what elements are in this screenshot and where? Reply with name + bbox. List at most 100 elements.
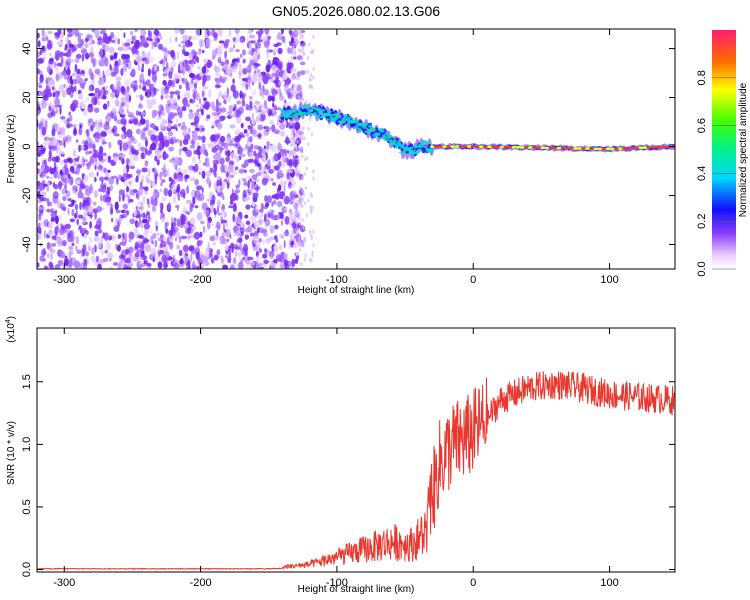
noise-speckle [196,265,200,269]
noise-speckle [288,244,291,249]
noise-speckle [166,238,170,245]
noise-speckle [88,103,93,108]
noise-speckle [66,122,73,128]
noise-speckle [205,212,210,219]
noise-speckle [267,108,272,117]
noise-speckle [174,237,177,242]
noise-speckle [310,235,313,240]
noise-speckle [47,231,52,236]
noise-speckle [288,159,295,167]
noise-speckle [235,155,240,163]
noise-speckle [229,124,236,129]
noise-speckle [131,45,137,55]
noise-speckle [169,103,176,110]
noise-speckle [81,202,86,208]
noise-speckle [264,194,268,203]
noise-speckle [266,140,270,147]
noise-speckle [184,227,192,235]
noise-speckle [151,205,156,212]
noise-speckle [162,153,169,159]
noise-speckle [254,263,260,269]
noise-speckle [91,96,97,106]
noise-speckle [225,151,228,156]
noise-speckle [273,244,278,253]
noise-speckle [218,102,222,107]
noise-speckle [211,111,217,116]
noise-speckle [232,78,235,85]
noise-speckle [273,80,279,84]
noise-speckle [269,224,275,234]
noise-speckle [188,41,193,47]
noise-speckle [83,210,89,217]
noise-speckle [203,97,207,102]
noise-speckle [144,243,152,253]
signal-core-mark [634,146,640,150]
noise-speckle [77,34,82,44]
noise-speckle [52,181,56,188]
noise-speckle [119,143,122,152]
noise-speckle [249,168,255,174]
noise-speckle [154,239,158,248]
noise-speckle [174,156,180,165]
noise-speckle [145,214,148,219]
noise-speckle [135,169,142,174]
noise-speckle [182,146,188,152]
noise-speckle [205,38,210,48]
noise-speckle [42,146,47,152]
noise-speckle [251,60,254,66]
noise-speckle [262,89,270,96]
noise-speckle [247,29,252,35]
noise-speckle [275,69,281,79]
noise-speckle [111,217,114,223]
noise-speckle [57,145,61,152]
noise-speckle [166,100,171,105]
noise-speckle [247,180,250,189]
noise-speckle [289,142,292,147]
signal-band-mark [329,116,334,119]
noise-speckle [290,36,295,44]
noise-speckle [310,132,314,137]
noise-speckle [125,102,128,110]
noise-speckle [93,107,100,113]
noise-speckle [139,213,144,218]
noise-speckle [59,127,66,136]
signal-core-mark [470,145,476,148]
noise-speckle [43,218,49,227]
signal-core-mark [618,147,623,150]
signal-band-mark [282,113,287,116]
noise-speckle [143,31,147,35]
signal-band-mark [356,127,361,130]
noise-speckle [182,44,186,50]
noise-speckle [247,75,251,80]
noise-speckle [194,179,199,186]
noise-speckle [75,53,82,59]
noise-speckle [111,233,116,242]
noise-speckle [290,230,294,235]
noise-speckle [250,215,257,224]
noise-speckle [303,171,307,176]
noise-speckle [278,80,282,86]
noise-speckle [253,192,259,198]
noise-speckle [132,118,139,125]
noise-speckle [71,242,75,247]
noise-speckle [164,83,170,91]
noise-speckle [310,207,313,212]
noise-speckle [54,50,61,56]
noise-speckle [238,179,241,187]
noise-speckle [88,118,94,124]
signal-core-mark [630,146,636,150]
noise-speckle [121,53,127,60]
noise-speckle [294,134,298,139]
noise-speckle [84,52,90,60]
noise-speckle [255,214,262,219]
noise-speckle [201,187,204,194]
signal-band-mark [288,115,293,118]
noise-speckle [75,210,78,216]
signal-band-mark [347,116,352,119]
noise-speckle [70,199,77,204]
noise-speckle [116,177,119,185]
noise-speckle [37,100,40,110]
noise-speckle [142,81,147,87]
noise-speckle [219,157,225,165]
noise-speckle [116,244,121,252]
